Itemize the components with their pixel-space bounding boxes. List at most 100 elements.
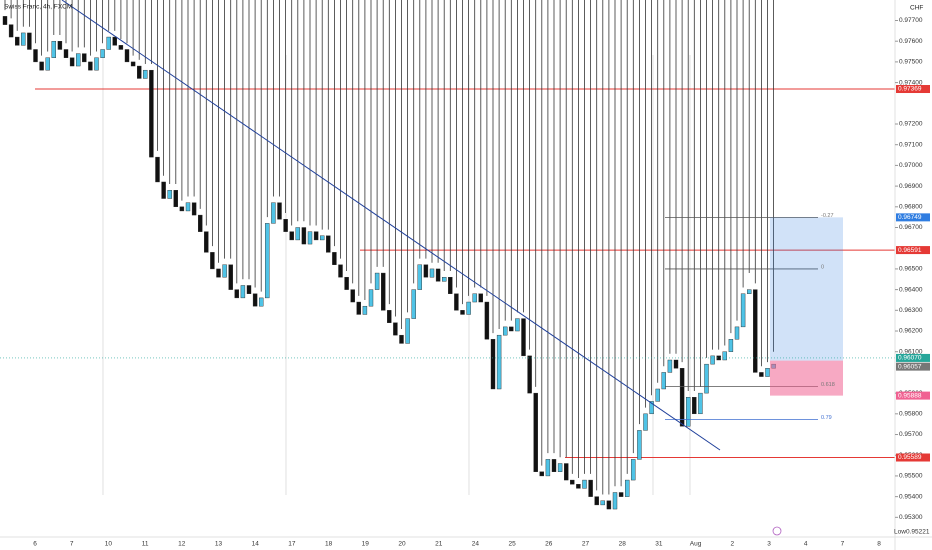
candle-body xyxy=(362,305,368,315)
y-tick-label: 0.96200 xyxy=(899,328,923,335)
candle-body xyxy=(710,355,715,365)
candle-body xyxy=(582,479,587,489)
currency: CHF xyxy=(910,5,923,12)
candle-body xyxy=(661,372,666,390)
candle-body xyxy=(259,297,264,307)
candle-body xyxy=(112,36,118,46)
candle-body xyxy=(442,276,447,282)
candle-body xyxy=(283,219,288,232)
candle-body xyxy=(417,264,422,290)
candle-body xyxy=(332,252,337,265)
candle-body xyxy=(228,264,233,290)
candle-body xyxy=(94,57,99,71)
candle-body xyxy=(149,69,154,158)
candle-body xyxy=(734,326,740,340)
candle-body xyxy=(75,53,81,67)
fib-label: 0.618 xyxy=(821,382,835,388)
x-tick-label: 27 xyxy=(582,541,590,548)
entry-label-bg xyxy=(896,362,930,371)
candle-body xyxy=(429,268,435,278)
candle-body xyxy=(643,413,648,431)
y-tick-label: 0.95500 xyxy=(899,473,923,480)
candle-body xyxy=(124,49,130,63)
candle-body xyxy=(753,289,758,373)
candle-body xyxy=(374,272,380,290)
candle-body xyxy=(57,40,63,50)
candle-body xyxy=(118,45,124,50)
candle-body xyxy=(265,223,270,299)
x-tick-label: 20 xyxy=(398,541,406,548)
candle-body xyxy=(759,372,764,377)
x-tick-label: 12 xyxy=(178,541,186,548)
entry-label: 0.96057 xyxy=(898,363,922,370)
candle-body xyxy=(576,484,581,489)
candle-body xyxy=(496,334,502,390)
fib-label: -0.27 xyxy=(821,213,834,219)
candle-body xyxy=(301,227,307,245)
x-tick-label: 7 xyxy=(70,541,74,548)
y-tick-label: 0.96500 xyxy=(899,266,923,273)
candle-body xyxy=(2,16,8,25)
candle-body xyxy=(698,392,703,415)
x-tick-label: 26 xyxy=(545,541,553,548)
candle-body xyxy=(222,264,227,278)
candle-body xyxy=(399,334,404,344)
candle-body xyxy=(173,190,179,208)
y-tick-label: 0.97100 xyxy=(899,141,923,148)
candle-body xyxy=(326,235,331,253)
candle-body xyxy=(277,202,282,220)
level-label-bg xyxy=(896,246,930,255)
candle-body xyxy=(82,53,87,63)
candle-body xyxy=(106,36,111,50)
candle-body xyxy=(136,65,142,79)
level-label: 0.96591 xyxy=(898,247,922,254)
candle-body xyxy=(423,264,429,278)
x-tick-label: Aug xyxy=(690,541,702,548)
candle-body xyxy=(356,301,361,315)
x-tick-label: 11 xyxy=(142,541,149,548)
candle-body xyxy=(161,181,166,199)
candle-body xyxy=(338,264,343,278)
low-value: 0.95221 xyxy=(906,529,930,536)
candle-body xyxy=(216,268,221,278)
candle-body xyxy=(307,231,313,245)
y-tick-label: 0.96700 xyxy=(899,224,923,231)
y-tick-label: 0.97600 xyxy=(899,38,923,45)
x-tick-label: 18 xyxy=(325,541,333,548)
candle-body xyxy=(454,293,459,311)
candle-body xyxy=(246,285,252,294)
candle-body xyxy=(63,49,69,58)
candle-body xyxy=(45,57,50,71)
candle-body xyxy=(527,355,532,394)
y-tick-label: 0.95400 xyxy=(899,493,923,500)
candle-body xyxy=(747,289,752,294)
y-tick-label: 0.96100 xyxy=(899,348,923,355)
x-tick-label: 4 xyxy=(804,541,808,548)
candle-body xyxy=(728,339,734,352)
candle-body xyxy=(39,61,44,71)
x-tick-label: 2 xyxy=(730,541,734,548)
event-icon[interactable] xyxy=(772,526,782,536)
last-price-label-bg xyxy=(896,353,930,362)
candle-body xyxy=(411,289,416,319)
candle-body xyxy=(69,57,75,67)
candle-body xyxy=(88,61,93,71)
candle-body xyxy=(240,285,246,299)
candle-body xyxy=(704,363,709,394)
y-tick-label: 0.97400 xyxy=(899,79,923,86)
x-tick-label: 17 xyxy=(288,541,296,548)
x-tick-label: 31 xyxy=(655,541,663,548)
level-label-bg xyxy=(896,85,930,94)
y-tick-label: 0.95700 xyxy=(899,431,923,438)
y-tick-label: 0.96300 xyxy=(899,307,923,314)
candle-body xyxy=(594,496,599,506)
candle-body xyxy=(490,339,496,390)
candle-body xyxy=(533,392,538,472)
stop-zone xyxy=(770,360,843,396)
candle-body xyxy=(551,459,557,472)
y-tick-label: 0.95300 xyxy=(899,514,923,521)
candle-body xyxy=(210,252,215,270)
candle-body xyxy=(204,231,209,253)
x-tick-label: 21 xyxy=(435,541,443,548)
